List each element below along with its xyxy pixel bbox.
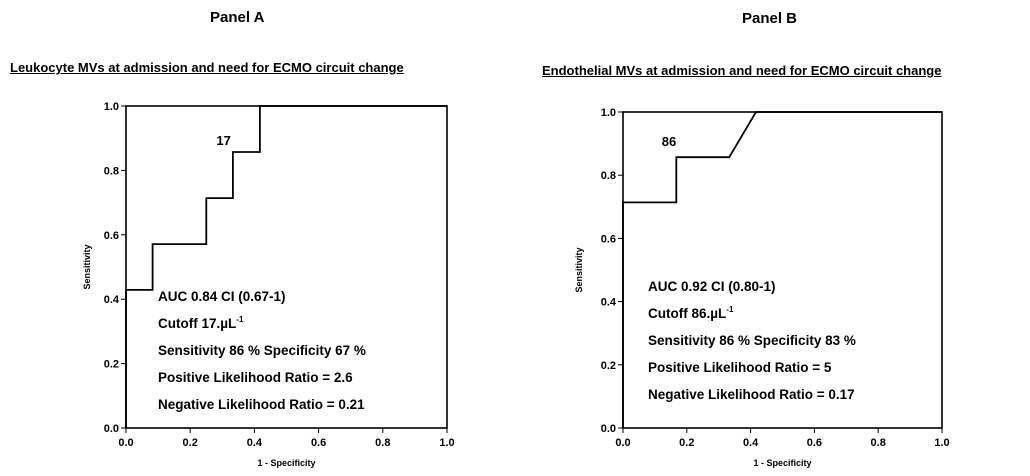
panel-a-x-tick-label: 0.2 [183,437,198,449]
panel-a-y-tick-label: 0.0 [104,423,119,435]
panel-a-x-tick-label: 1.0 [439,437,454,449]
panel-a-x-tick-label: 0.6 [311,437,326,449]
panel-a-annotation-line: Positive Likelihood Ratio = 2.6 [158,370,353,385]
panel-a-annotation-line: AUC 0.84 CI (0.67-1) [158,289,286,304]
panel-a-annotation-line: Negative Likelihood Ratio = 0.21 [158,397,365,412]
panel-a-y-tick-label: 0.6 [104,230,119,242]
panel-a-y-tick-label: 0.4 [104,294,120,306]
panel-a-y-tick-label: 0.8 [104,165,119,177]
panel-a-x-tick-label: 0.0 [118,437,133,449]
panel-a-x-tick-label: 0.4 [247,437,263,449]
panel-a-y-axis-label: Sensitivity [82,244,92,289]
panel-a-annotation-line: Cutoff 17.µL-1 [158,315,244,331]
panel-a-x-axis-label: 1 - Specificity [257,458,315,468]
panel-a-annotation-line: Sensitivity 86 % Specificity 67 % [158,343,366,358]
panel-a-y-tick-label: 0.2 [104,359,119,371]
panel-a-x-tick-label: 0.8 [375,437,390,449]
panel-a-y-tick-label: 1.0 [104,101,119,113]
panel-a-cutoff-point-label: 17 [216,133,230,148]
